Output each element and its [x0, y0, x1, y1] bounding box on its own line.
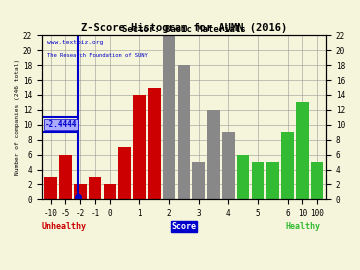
Text: -2.4444: -2.4444: [45, 120, 77, 129]
Bar: [104, 184, 116, 199]
Text: Healthy: Healthy: [286, 222, 321, 231]
Bar: [252, 162, 264, 199]
Bar: [44, 177, 57, 199]
Bar: [266, 162, 279, 199]
Y-axis label: Number of companies (246 total): Number of companies (246 total): [15, 59, 20, 176]
Bar: [59, 155, 72, 199]
Bar: [207, 110, 220, 199]
Bar: [296, 102, 309, 199]
Bar: [118, 147, 131, 199]
Text: Sector: Basic Materials: Sector: Basic Materials: [122, 25, 246, 34]
Bar: [177, 65, 190, 199]
Text: Score: Score: [171, 222, 197, 231]
Bar: [192, 162, 205, 199]
Bar: [133, 95, 146, 199]
Bar: [311, 162, 323, 199]
Text: The Research Foundation of SUNY: The Research Foundation of SUNY: [48, 53, 148, 58]
Bar: [89, 177, 102, 199]
Bar: [148, 87, 161, 199]
Bar: [281, 132, 294, 199]
Bar: [237, 155, 249, 199]
Bar: [222, 132, 235, 199]
Text: Unhealthy: Unhealthy: [42, 222, 87, 231]
Text: Score: Score: [171, 222, 197, 231]
Bar: [74, 184, 86, 199]
Text: www.textbiz.org: www.textbiz.org: [48, 40, 104, 45]
Title: Z-Score Histogram for AUMN (2016): Z-Score Histogram for AUMN (2016): [81, 23, 287, 33]
Bar: [163, 35, 175, 199]
